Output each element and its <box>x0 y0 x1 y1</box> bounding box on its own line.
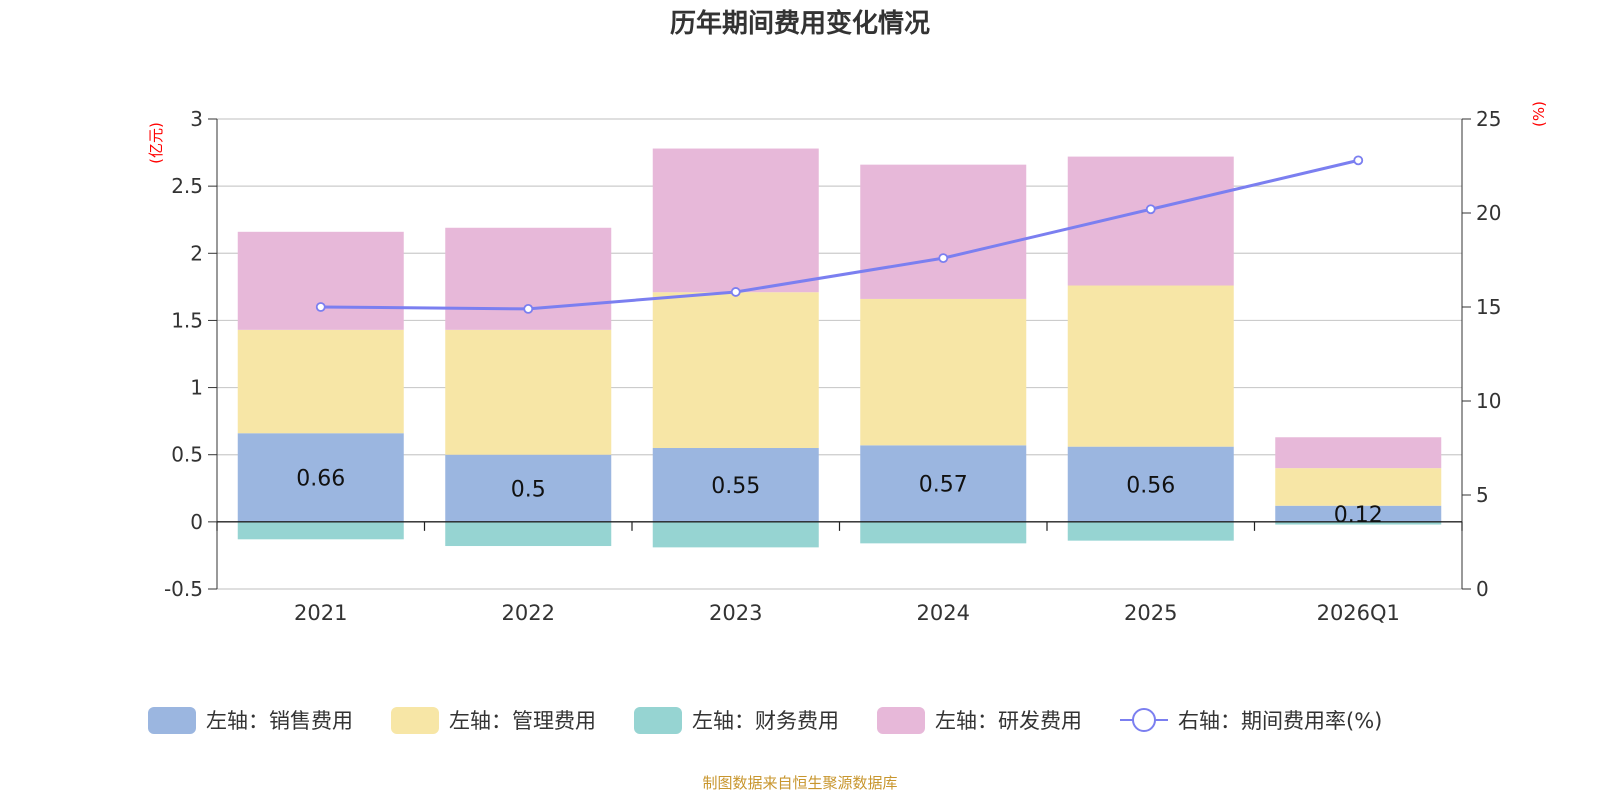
legend-label: 左轴：研发费用 <box>935 709 1082 733</box>
bar-data-label: 0.5 <box>511 477 546 502</box>
rate-point <box>730 287 741 297</box>
rate-point <box>1353 155 1364 166</box>
rate-point <box>315 302 326 312</box>
right-axis-tick-label: 25 <box>1476 107 1501 131</box>
bar-segment <box>1275 437 1442 469</box>
bar-segment <box>652 448 819 522</box>
bar-data-label: 0.56 <box>1126 473 1175 498</box>
source-note: 制图数据来自恒生聚源数据库 <box>702 774 898 792</box>
bar-data-label: 0.66 <box>296 467 345 492</box>
bar-segment <box>237 329 404 434</box>
bar-segment <box>860 521 1027 544</box>
bar-data-label: 0.12 <box>1334 503 1383 528</box>
rate-point <box>523 303 534 314</box>
bar-segment <box>445 329 612 455</box>
bar-segment <box>1067 446 1234 522</box>
rate-line <box>320 158 1359 311</box>
bar-segment <box>445 454 612 522</box>
left-axis-tick-label: 1.5 <box>171 308 203 332</box>
bar-segment <box>860 164 1027 299</box>
bar-data-label: 0.55 <box>711 474 760 499</box>
bar-segment <box>860 445 1027 522</box>
legend: 左轴：销售费用 左轴：管理费用 左轴：财务费用 左轴：研发费用 右轴：期间费用率(%) <box>148 707 1382 734</box>
legend-label: 左轴：销售费用 <box>206 709 353 733</box>
legend-label: 右轴：期间费用率(%) <box>1178 709 1382 733</box>
left-axis-tick-label: 2.5 <box>171 174 203 198</box>
bar-segment <box>237 231 404 330</box>
x-axis-label: 2026Q1 <box>1317 601 1400 625</box>
left-axis-unit-label: (亿元) <box>147 122 165 164</box>
x-axis-label: 2022 <box>502 601 555 625</box>
left-axis-tick-label: 2 <box>190 241 203 265</box>
bar-segment <box>445 227 612 330</box>
legend-swatch <box>391 707 439 734</box>
legend-swatch <box>634 707 682 734</box>
bar-segment <box>1067 285 1234 447</box>
bar-segment <box>1275 468 1442 506</box>
legend-swatch-marker <box>1132 708 1156 732</box>
x-axis-label: 2025 <box>1124 601 1177 625</box>
left-axis-tick-label: 0.5 <box>171 443 203 467</box>
right-axis-tick-label: 5 <box>1476 483 1489 507</box>
legend-swatch <box>877 707 925 734</box>
bar-segment <box>237 433 404 522</box>
rate-point <box>1145 204 1156 215</box>
x-axis-label: 2024 <box>917 601 970 625</box>
bar-segment <box>445 521 612 547</box>
bar-segment <box>237 521 404 540</box>
bar-segment <box>1275 505 1442 522</box>
left-axis-tick-label: 1 <box>190 376 203 400</box>
left-axis-tick-label: 0 <box>190 510 203 534</box>
right-axis-tick-label: 0 <box>1476 577 1489 601</box>
bar-segment <box>860 298 1027 446</box>
chart-title: 历年期间费用变化情况 <box>670 8 930 39</box>
right-axis-tick-label: 20 <box>1476 201 1501 225</box>
legend-label: 左轴：财务费用 <box>692 709 839 733</box>
bar-segment <box>1067 156 1234 286</box>
legend-swatch <box>148 707 196 734</box>
bar-segment <box>652 148 819 293</box>
data-labels: 0.66 0.5 0.55 0.57 0.56 0.12 <box>296 467 1382 528</box>
rate-point <box>938 253 949 264</box>
bar-series <box>237 148 1442 548</box>
grid-lines <box>217 118 1462 590</box>
bar-segment <box>1275 521 1442 525</box>
bar-segment <box>652 521 819 548</box>
axes: 3 2.5 2 1.5 1 0.5 0 -0.5 25 20 15 10 5 0 (亿元) (%) 2021 20… <box>147 101 1548 625</box>
x-axis-label: 2023 <box>709 601 762 625</box>
left-axis-tick-label: 3 <box>190 107 203 131</box>
x-axis-label: 2021 <box>294 601 347 625</box>
bar-segment <box>1067 521 1234 541</box>
right-axis-unit-label: (%) <box>1530 101 1548 127</box>
right-axis-tick-label: 15 <box>1476 295 1501 319</box>
right-axis-tick-label: 10 <box>1476 389 1501 413</box>
bar-segment <box>652 292 819 448</box>
left-axis-tick-label: -0.5 <box>164 577 203 601</box>
bar-data-label: 0.57 <box>919 473 968 498</box>
legend-label: 左轴：管理费用 <box>449 709 596 733</box>
line-series <box>315 155 1364 314</box>
